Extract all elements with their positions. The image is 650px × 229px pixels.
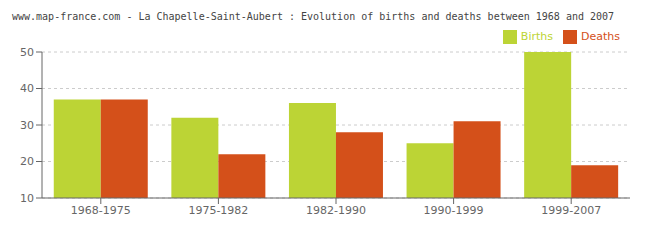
svg-text:40: 40 (20, 82, 34, 95)
svg-text:20: 20 (20, 155, 34, 168)
svg-text:1968-1975: 1968-1975 (71, 204, 131, 217)
svg-text:1999-2007: 1999-2007 (541, 204, 601, 217)
svg-text:1990-1999: 1990-1999 (424, 204, 484, 217)
svg-text:30: 30 (20, 119, 34, 132)
html-text:Deaths: Deaths (581, 30, 620, 43)
html-text:Births: Births (520, 30, 553, 43)
svg-text:50: 50 (20, 46, 34, 59)
html-text:www.map-france.com - La Chapel: www.map-france.com - La Chapelle-Saint-A… (12, 11, 615, 22)
svg-text:10: 10 (20, 192, 34, 205)
svg-text:1975-1982: 1975-1982 (188, 204, 248, 217)
svg-text:1982-1990: 1982-1990 (306, 204, 366, 217)
